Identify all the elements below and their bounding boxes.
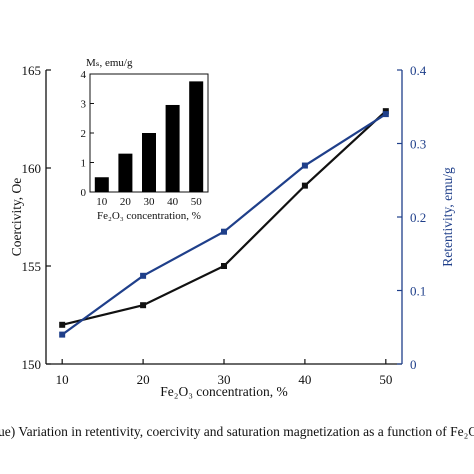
inset-x-tick-label: 10 (96, 196, 108, 208)
right-y-tick-label: 0 (410, 357, 417, 372)
retentivity-point (140, 272, 147, 279)
x-tick-label: 20 (137, 372, 150, 387)
coercivity-point (140, 302, 147, 309)
inset-x-tick-label: 40 (167, 196, 179, 208)
x-tick-label: 10 (56, 372, 69, 387)
inset-bar (94, 177, 109, 192)
main-series (59, 108, 389, 338)
inset-y-tick-label: 3 (81, 99, 87, 111)
right-y-tick-label: 0.2 (410, 210, 426, 225)
right-y-tick-label: 0.1 (410, 284, 426, 299)
coercivity-point (301, 182, 308, 189)
retentivity-point (382, 111, 389, 118)
retentivity-point (59, 331, 66, 338)
inset-y-tick-label: 2 (81, 128, 87, 140)
inset-bar (165, 104, 180, 192)
inset-bar (142, 133, 156, 192)
inset-y-axis-title: Mₛ, emu/g (86, 57, 133, 69)
x-axis-title: Fe₂O₃ concentration, % (160, 384, 288, 399)
inset-y-tick-label: 0 (81, 187, 87, 199)
retentivity-point (221, 228, 227, 235)
inset-x-tick-label: 50 (191, 196, 203, 208)
x-tick-label: 50 (379, 372, 392, 387)
left-y-tick-label: 160 (22, 161, 42, 176)
right-y-tick-label: 0.3 (410, 137, 426, 152)
left-axis-title: Coercivity, Oe (9, 178, 24, 257)
inset-x-axis-title: Fe₂O₃ concentration, % (97, 210, 201, 222)
left-y-tick-label: 150 (22, 357, 42, 372)
inset-bar-chart: 10 20 30 40 50 0 1 2 3 4Mₛ, emu/g Fe₂O₃ concentrat… (81, 57, 209, 222)
inset-x-tick-label: 30 (144, 196, 156, 208)
coercivity-point (59, 321, 66, 328)
inset-bar (189, 81, 204, 192)
coercivity-point (221, 263, 227, 269)
x-tick-label: 40 (298, 372, 311, 387)
right-axis-title: Retentivity, emu/g (440, 167, 455, 267)
left-y-tick-label: 165 (22, 63, 42, 78)
inset-y-tick-label: 1 (81, 158, 87, 170)
right-y-tick-label: 0.4 (410, 63, 427, 78)
inset-y-tick-label: 4 (81, 69, 87, 81)
figure-caption: ue) Variation in retentivity, coercivity… (0, 424, 474, 439)
inset-x-tick-label: 20 (120, 196, 132, 208)
inset-bar (118, 153, 133, 192)
retentivity-point (301, 162, 308, 169)
left-y-tick-label: 155 (22, 259, 42, 274)
x-tick-label: 30 (218, 372, 231, 387)
